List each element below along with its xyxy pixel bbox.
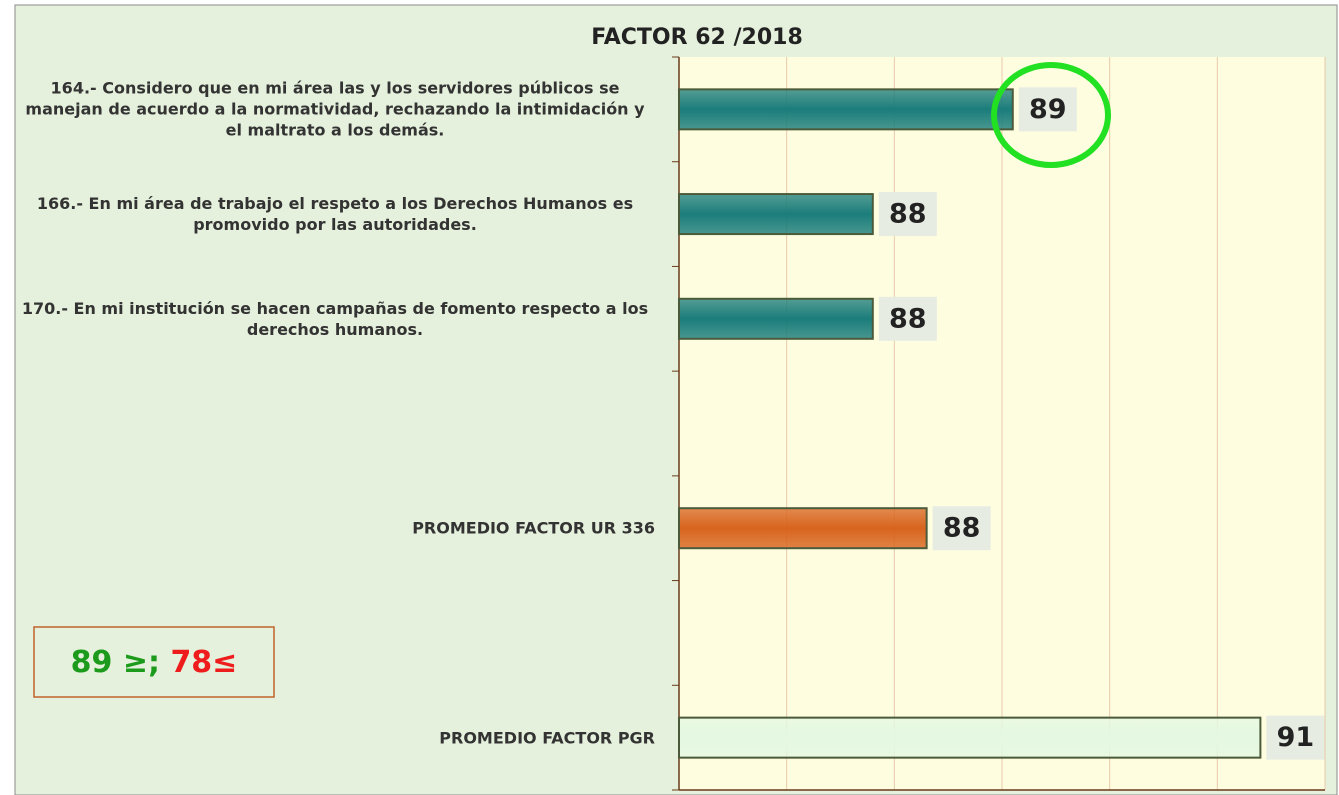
threshold-text: 89 ≥; 78≤ [71, 645, 238, 680]
threshold-box [33, 626, 275, 698]
chart-title: FACTOR 62 /2018 [591, 25, 803, 50]
category-label: PROMEDIO FACTOR UR 336 [412, 518, 655, 538]
threshold-red: 78≤ [170, 645, 237, 680]
category-label: PROMEDIO FACTOR PGR [439, 728, 655, 748]
value-label-bg [1266, 715, 1325, 760]
bar [678, 193, 874, 236]
threshold-green: 89 ≥; [71, 645, 160, 680]
bar [678, 88, 1014, 131]
bar [678, 297, 874, 340]
value-label-bg [878, 296, 937, 341]
value-label-bg [878, 192, 937, 237]
value-label: 88 [889, 303, 927, 334]
highlight-circle [991, 62, 1111, 168]
category-label: 170.- En mi institución se hacen campaña… [21, 298, 649, 339]
bar [678, 507, 928, 550]
value-label-bg [1018, 87, 1077, 132]
value-label: 91 [1277, 722, 1315, 753]
value-label: 88 [943, 513, 981, 544]
bar [678, 716, 1262, 759]
value-label: 88 [889, 199, 927, 230]
category-label: 166.- En mi área de trabajo el respeto a… [36, 194, 634, 235]
category-label: 164.- Considero que en mi área las y los… [25, 78, 645, 140]
value-label-bg [932, 506, 991, 551]
value-label: 89 [1029, 94, 1067, 125]
